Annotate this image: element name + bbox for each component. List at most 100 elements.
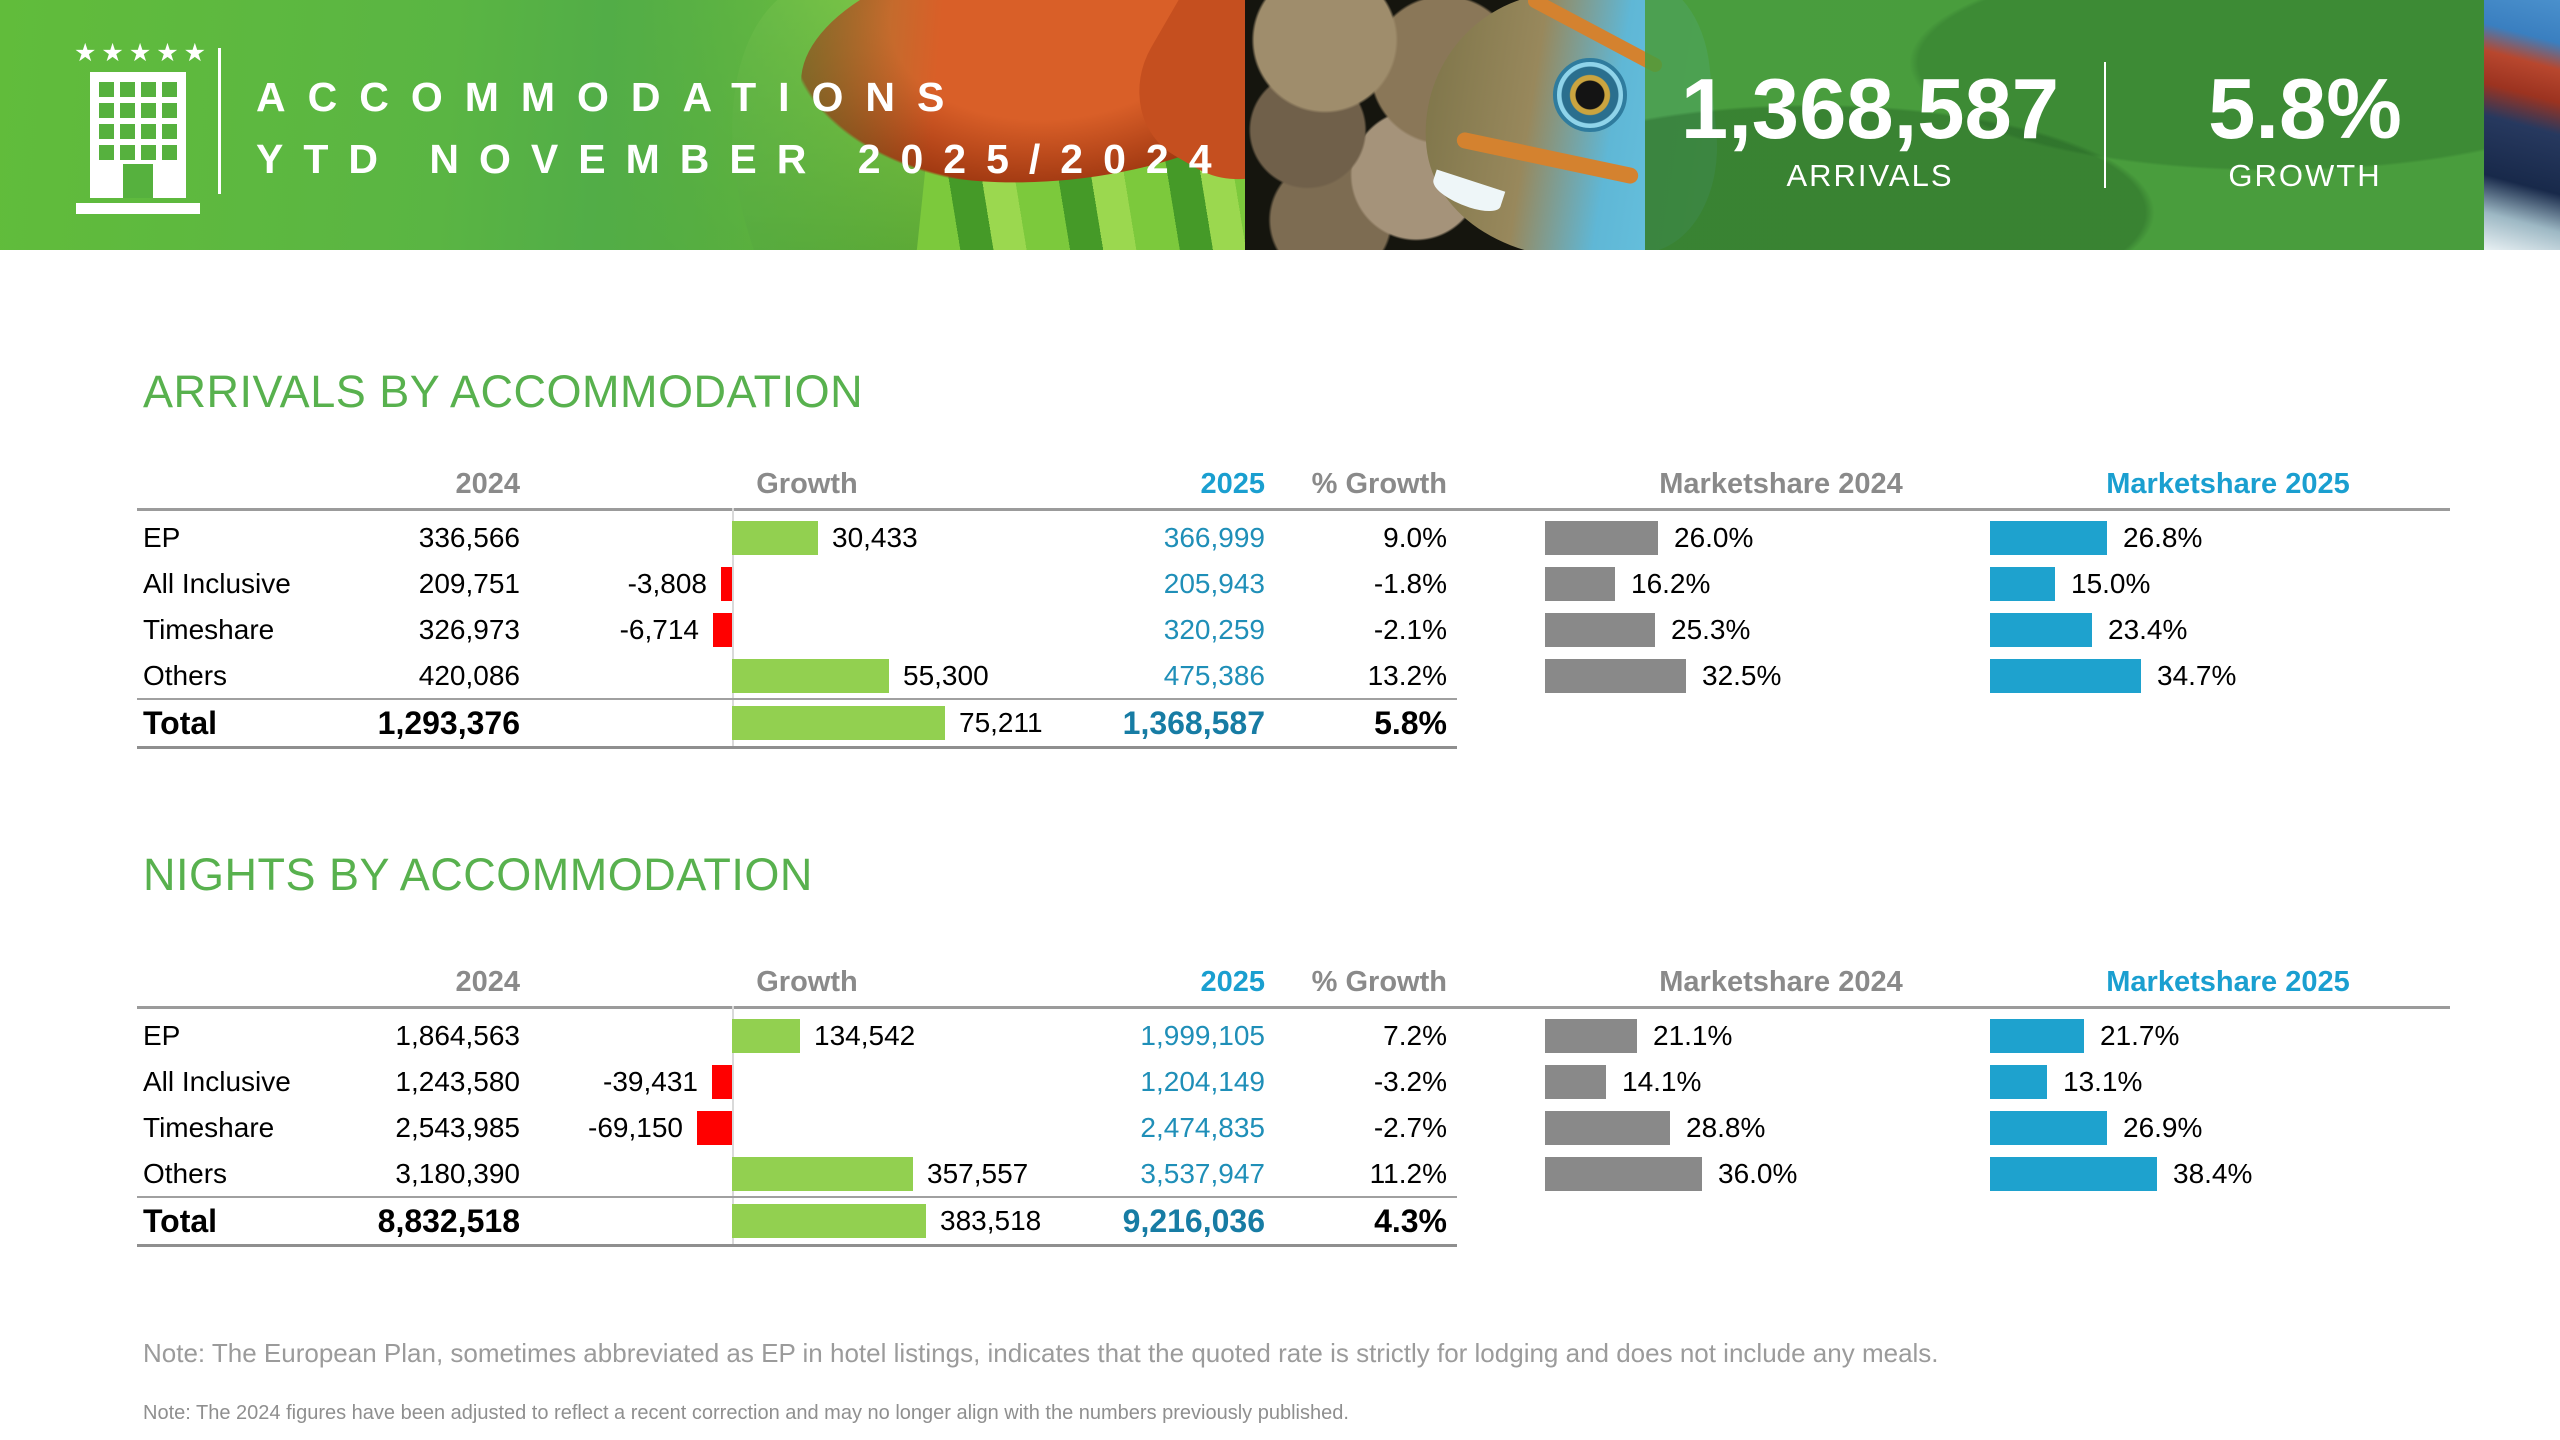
building-window xyxy=(162,145,177,160)
note-european-plan: Note: The European Plan, sometimes abbre… xyxy=(143,1338,1939,1368)
row-label: EP xyxy=(143,1020,181,1051)
building-window xyxy=(120,145,135,160)
row-label: Others xyxy=(143,1158,228,1189)
value-2025: 205,943 xyxy=(1163,568,1265,599)
report-title-line2: YTD NOVEMBER 2025/2024 xyxy=(256,136,1232,182)
artwork-right-strip xyxy=(2484,0,2560,250)
value-2024: 1,864,563 xyxy=(395,1020,520,1051)
table-header-row: 2024 Growth 2025 % Growth Marketshare 2024 Ma… xyxy=(137,460,2450,511)
value-2025: 475,386 xyxy=(1163,660,1265,691)
pct-growth-value: -3.2% xyxy=(1373,1066,1447,1097)
arrivals-stat-value: 1,368,587 xyxy=(1680,62,2060,157)
table-header-row: 2024 Growth 2025 % Growth Marketshare 2024 Ma… xyxy=(137,958,2450,1009)
marketshare-2024-value: 14.1% xyxy=(1622,1066,1702,1097)
total-top-line xyxy=(137,698,1457,700)
table-row: EP 336,566 30,433 366,999 9.0% 26.0% 26.8% xyxy=(137,515,2450,561)
column-header: Marketshare 2024 xyxy=(1659,468,1903,500)
marketshare-2024-bar xyxy=(1545,521,1658,555)
total-bottom-line xyxy=(137,1244,1457,1247)
growth-value: 75,211 xyxy=(959,707,1043,738)
value-2024: 326,973 xyxy=(418,614,520,645)
five-stars-icon: ★★★★★ xyxy=(74,39,212,67)
hotel-building-icon xyxy=(90,72,186,198)
growth-zero-axis xyxy=(732,1006,734,1247)
marketshare-2024-bar xyxy=(1545,659,1686,693)
marketshare-2025-bar xyxy=(1990,1065,2047,1099)
column-header: 2024 xyxy=(455,468,520,500)
growth-value: 134,542 xyxy=(814,1020,916,1051)
row-label: Timeshare xyxy=(143,1112,275,1143)
row-label: Total xyxy=(143,1203,218,1239)
building-window xyxy=(120,103,135,118)
value-2025: 1,204,149 xyxy=(1140,1066,1265,1097)
column-header: Marketshare 2025 xyxy=(2106,468,2350,500)
growth-bar xyxy=(732,1204,926,1238)
value-2025: 320,259 xyxy=(1163,614,1265,645)
section-title: ARRIVALS BY ACCOMMODATION xyxy=(143,366,864,417)
value-2024: 336,566 xyxy=(418,522,520,553)
total-top-line xyxy=(137,1196,1457,1198)
building-window xyxy=(99,103,114,118)
pct-growth-value: 7.2% xyxy=(1383,1020,1447,1051)
hotel-building-base xyxy=(76,203,200,214)
table-row: Timeshare 2,543,985 -69,150 2,474,835 -2.7% 2… xyxy=(137,1105,2450,1151)
building-window xyxy=(141,124,156,139)
pct-growth-value: 5.8% xyxy=(1374,705,1447,741)
table-row: Timeshare 326,973 -6,714 320,259 -2.1% 25.3% 2… xyxy=(137,607,2450,653)
marketshare-2024-bar xyxy=(1545,1019,1637,1053)
building-window xyxy=(162,124,177,139)
value-2025: 3,537,947 xyxy=(1140,1158,1265,1189)
table-total-row: Total 8,832,518 383,518 9,216,036 4.3% xyxy=(137,1198,2450,1244)
marketshare-2025-bar xyxy=(1990,1019,2084,1053)
marketshare-2024-bar xyxy=(1545,1111,1670,1145)
marketshare-2025-value: 26.8% xyxy=(2123,522,2203,553)
value-2025: 1,999,105 xyxy=(1140,1020,1265,1051)
row-label: Timeshare xyxy=(143,614,275,645)
value-2024: 8,832,518 xyxy=(377,1203,520,1239)
building-door xyxy=(123,164,153,198)
growth-bar xyxy=(732,659,889,693)
section-title: NIGHTS BY ACCOMMODATION xyxy=(143,849,813,900)
value-2024: 3,180,390 xyxy=(395,1158,520,1189)
marketshare-2024-value: 25.3% xyxy=(1671,614,1751,645)
marketshare-2024-bar xyxy=(1545,613,1655,647)
marketshare-2024-bar xyxy=(1545,567,1615,601)
marketshare-2025-bar xyxy=(1990,521,2107,555)
arrivals-stat: 1,368,587 ARRIVALS xyxy=(1660,64,2080,194)
value-2024: 1,243,580 xyxy=(395,1066,520,1097)
growth-value: 30,433 xyxy=(832,522,918,553)
marketshare-2024-value: 21.1% xyxy=(1653,1020,1733,1051)
value-2025: 366,999 xyxy=(1163,522,1265,553)
column-header: 2024 xyxy=(455,966,520,998)
growth-bar xyxy=(732,521,818,555)
row-label: Total xyxy=(143,705,218,741)
data-table: 2024 Growth 2025 % Growth Marketshare 2024 Ma… xyxy=(137,460,2450,760)
marketshare-2024-value: 32.5% xyxy=(1702,660,1782,691)
column-header: Growth xyxy=(756,468,858,500)
marketshare-2024-bar xyxy=(1545,1157,1702,1191)
table-row: All Inclusive 1,243,580 -39,431 1,204,149 -3… xyxy=(137,1059,2450,1105)
building-window xyxy=(99,82,114,97)
row-label: All Inclusive xyxy=(143,568,291,599)
pct-growth-value: 13.2% xyxy=(1367,660,1447,691)
value-2024: 1,293,376 xyxy=(377,705,520,741)
growth-zero-axis xyxy=(732,508,734,749)
parrotfish-artwork xyxy=(1411,0,1729,250)
stats-divider xyxy=(2104,62,2106,188)
pct-growth-value: -1.8% xyxy=(1373,568,1447,599)
building-window xyxy=(120,124,135,139)
building-window xyxy=(99,145,114,160)
marketshare-2025-bar xyxy=(1990,1157,2157,1191)
growth-stat: 5.8% GROWTH xyxy=(2140,64,2470,194)
growth-bar xyxy=(713,613,732,647)
marketshare-2025-value: 15.0% xyxy=(2071,568,2151,599)
hotel-logo: ★★★★★ xyxy=(74,39,212,214)
marketshare-2025-bar xyxy=(1990,1111,2107,1145)
marketshare-2024-value: 28.8% xyxy=(1686,1112,1766,1143)
pct-growth-value: -2.7% xyxy=(1373,1112,1447,1143)
growth-bar xyxy=(712,1065,732,1099)
marketshare-2025-bar xyxy=(1990,659,2141,693)
value-2024: 209,751 xyxy=(418,568,520,599)
pct-growth-value: 4.3% xyxy=(1374,1203,1447,1239)
marketshare-2025-value: 38.4% xyxy=(2173,1158,2253,1189)
